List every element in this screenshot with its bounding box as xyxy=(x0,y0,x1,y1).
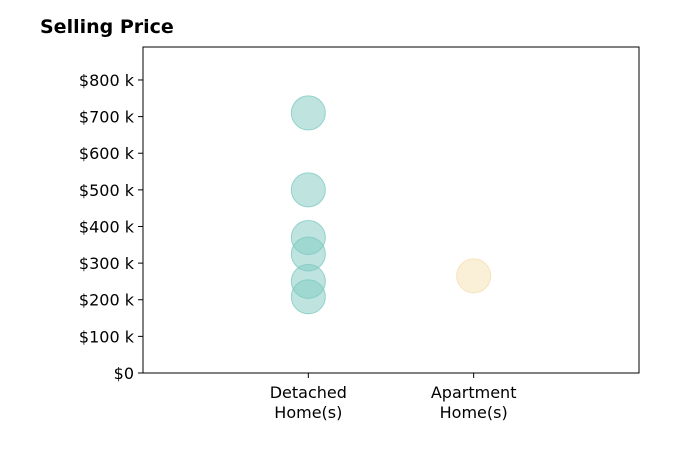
plot-area-frame xyxy=(142,46,640,374)
data-point xyxy=(290,95,326,131)
data-point xyxy=(290,172,326,208)
y-tick-label: $200 k xyxy=(79,291,135,310)
data-point xyxy=(456,258,492,294)
y-tick-label: $700 k xyxy=(79,108,135,127)
y-tick-label: $100 k xyxy=(79,327,135,346)
data-point xyxy=(290,279,326,315)
y-tick-label: $500 k xyxy=(79,181,135,200)
y-tick-label: $400 k xyxy=(79,217,135,236)
y-tick-label: $0 xyxy=(114,364,134,383)
y-tick-label: $600 k xyxy=(79,144,135,163)
y-tick-label: $300 k xyxy=(79,254,135,273)
y-tick-label: $800 k xyxy=(79,71,135,90)
x-tick-label: Detached Home(s) xyxy=(270,383,347,422)
x-tick-label: Apartment Home(s) xyxy=(431,383,517,422)
chart-title: Selling Price xyxy=(40,16,174,38)
